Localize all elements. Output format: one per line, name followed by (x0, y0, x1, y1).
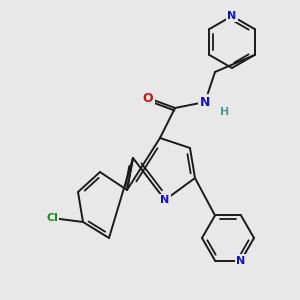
Text: N: N (200, 95, 210, 109)
Text: H: H (220, 107, 230, 117)
Text: N: N (160, 195, 169, 205)
Text: O: O (143, 92, 153, 104)
Text: Cl: Cl (46, 213, 58, 223)
Text: N: N (236, 256, 246, 266)
Text: N: N (227, 11, 237, 21)
